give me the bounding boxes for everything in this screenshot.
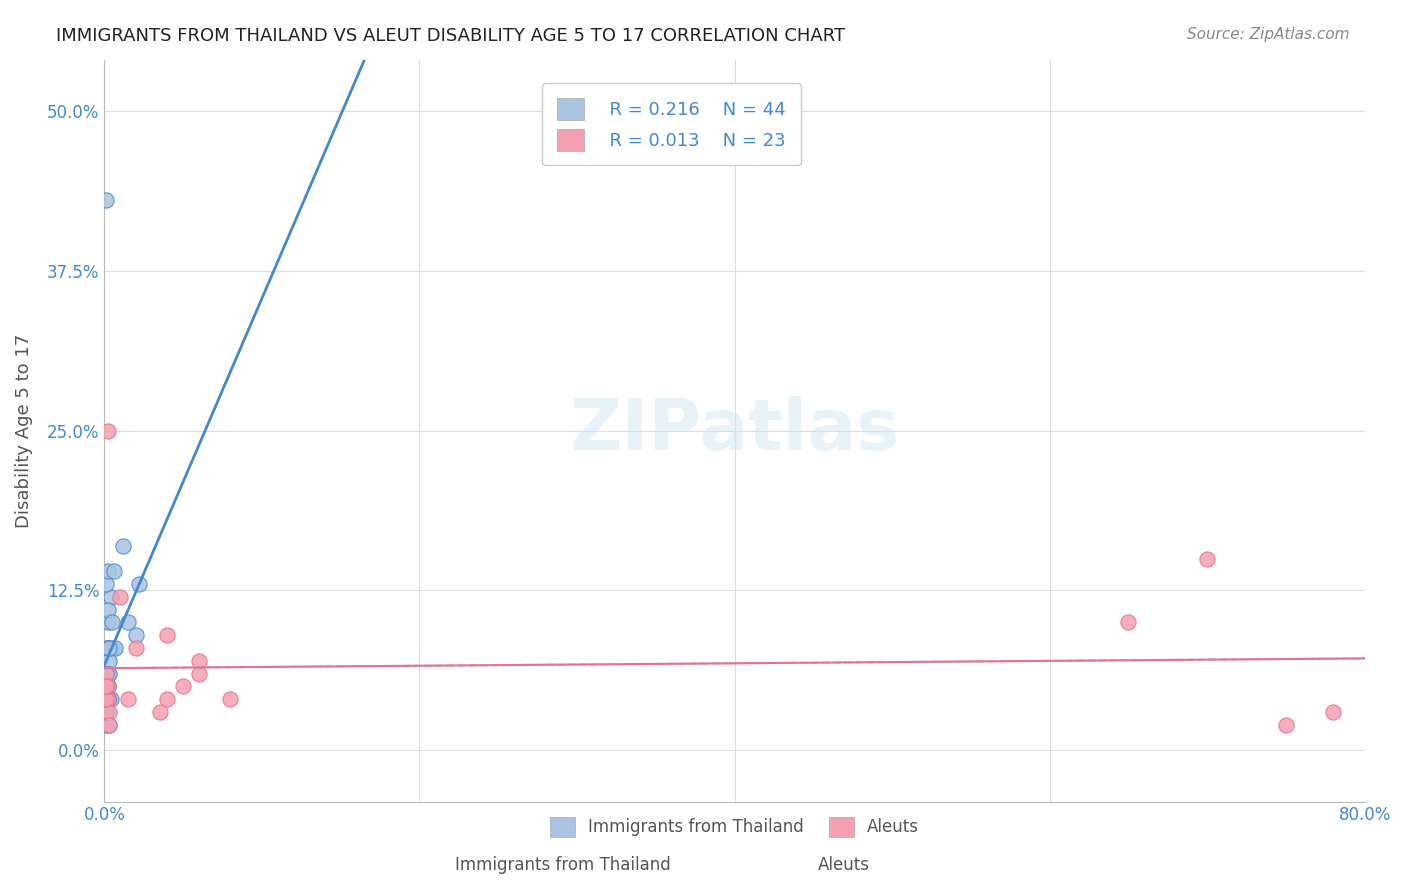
Point xyxy=(94,718,117,732)
Point xyxy=(94,692,117,706)
Point xyxy=(103,564,125,578)
Text: ZIPatlas: ZIPatlas xyxy=(569,396,900,465)
Point xyxy=(94,705,117,719)
Point xyxy=(96,615,118,630)
Point xyxy=(94,194,117,208)
Point xyxy=(96,692,118,706)
Point xyxy=(117,692,139,706)
Point xyxy=(96,666,118,681)
Point xyxy=(125,628,148,642)
Point xyxy=(94,680,117,694)
Point xyxy=(94,692,117,706)
Point xyxy=(1322,705,1344,719)
Point xyxy=(148,705,170,719)
Point xyxy=(94,692,117,706)
Point xyxy=(96,564,118,578)
Point xyxy=(94,705,117,719)
Point xyxy=(94,666,117,681)
Point xyxy=(156,628,179,642)
Point xyxy=(100,590,122,604)
Point xyxy=(94,705,117,719)
Point xyxy=(172,680,194,694)
Point xyxy=(94,641,117,656)
Point xyxy=(96,692,118,706)
Text: Aleuts: Aleuts xyxy=(818,855,869,873)
Point xyxy=(98,654,121,668)
Y-axis label: Disability Age 5 to 17: Disability Age 5 to 17 xyxy=(15,334,32,528)
Point xyxy=(96,680,118,694)
Point xyxy=(96,603,118,617)
Point xyxy=(100,692,122,706)
Point xyxy=(98,718,121,732)
Point xyxy=(187,654,209,668)
Point xyxy=(125,641,148,656)
Point xyxy=(94,680,117,694)
Point xyxy=(98,666,121,681)
Point xyxy=(101,641,124,656)
Point xyxy=(96,692,118,706)
Point xyxy=(94,680,117,694)
Point xyxy=(98,718,121,732)
Text: Immigrants from Thailand: Immigrants from Thailand xyxy=(454,855,671,873)
Point xyxy=(96,641,118,656)
Point xyxy=(94,705,117,719)
Point xyxy=(98,692,121,706)
Point xyxy=(1197,551,1219,566)
Point xyxy=(108,590,131,604)
Point xyxy=(96,666,118,681)
Point xyxy=(94,577,117,591)
Point xyxy=(94,680,117,694)
Point xyxy=(96,424,118,438)
Point xyxy=(1275,718,1298,732)
Point xyxy=(101,615,124,630)
Point xyxy=(112,539,135,553)
Point xyxy=(219,692,242,706)
Point xyxy=(94,680,117,694)
Point xyxy=(94,680,117,694)
Point xyxy=(94,680,117,694)
Point xyxy=(117,615,139,630)
Point xyxy=(128,577,150,591)
Point xyxy=(98,705,121,719)
Point xyxy=(156,692,179,706)
Point xyxy=(94,680,117,694)
Point xyxy=(96,680,118,694)
Legend: Immigrants from Thailand, Aleuts: Immigrants from Thailand, Aleuts xyxy=(541,808,928,846)
Point xyxy=(187,666,209,681)
Point xyxy=(98,641,121,656)
Text: Source: ZipAtlas.com: Source: ZipAtlas.com xyxy=(1187,27,1350,42)
Point xyxy=(96,680,118,694)
Point xyxy=(1118,615,1140,630)
Point xyxy=(98,641,121,656)
Text: IMMIGRANTS FROM THAILAND VS ALEUT DISABILITY AGE 5 TO 17 CORRELATION CHART: IMMIGRANTS FROM THAILAND VS ALEUT DISABI… xyxy=(56,27,845,45)
Point xyxy=(94,666,117,681)
Point xyxy=(104,641,127,656)
Point xyxy=(94,692,117,706)
